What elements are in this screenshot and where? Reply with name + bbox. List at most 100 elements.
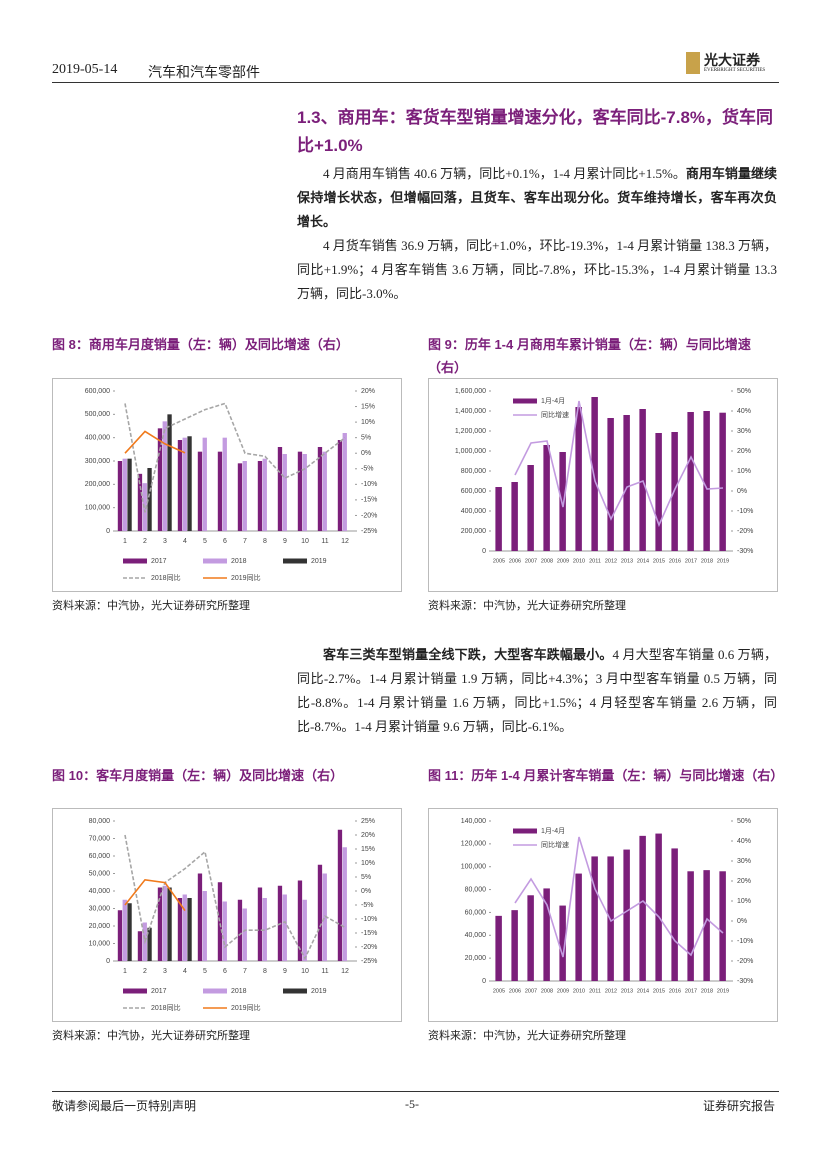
- x-tick-label: 2010: [573, 988, 585, 994]
- legend-label: 2017: [151, 988, 167, 995]
- bar: [137, 473, 143, 531]
- y2-tick-label: 50%: [737, 818, 751, 825]
- bar: [297, 880, 303, 961]
- x-tick-label: 2013: [621, 988, 633, 994]
- x-tick-label: 1: [123, 968, 127, 975]
- x-tick-label: 2017: [685, 558, 697, 564]
- y-tick-label: 140,000: [461, 818, 486, 825]
- bar: [655, 833, 662, 981]
- x-tick-label: 2005: [493, 988, 505, 994]
- bar: [719, 871, 726, 981]
- legend-swatch: [283, 988, 307, 994]
- chart: 0 10,000 20,000 30,000 40,000 50,000 60,000 70,…: [52, 808, 402, 1022]
- y2-tick-label: 50%: [737, 388, 751, 395]
- bar: [157, 428, 163, 531]
- bar: [257, 887, 263, 961]
- figure-caption: 图 8：商用车月度销量（左：辆）及同比增速（右）: [52, 337, 349, 352]
- y-tick-label: 1,000,000: [455, 448, 486, 455]
- y2-tick-label: -20%: [737, 528, 753, 535]
- x-tick-label: 7: [243, 968, 247, 975]
- bar: [277, 447, 283, 531]
- bar: [122, 458, 127, 531]
- y-tick-label: 0: [106, 958, 110, 965]
- bar: [337, 829, 343, 961]
- chart: 0 200,000 400,000 600,000 800,000 1,000,000 1,…: [428, 378, 778, 592]
- legend-label: 2019同比: [231, 573, 261, 582]
- bar: [282, 454, 287, 531]
- bar: [242, 908, 247, 961]
- bar: [527, 465, 534, 551]
- bar: [177, 440, 183, 531]
- y2-tick-label: -10%: [361, 916, 377, 923]
- x-tick-label: 2010: [573, 558, 585, 564]
- logo: 光大证券: [704, 54, 760, 69]
- bar: [147, 468, 152, 531]
- bar: [167, 887, 172, 961]
- bar: [575, 873, 582, 981]
- chart: 0 20,000 40,000 60,000 80,000 100,000 120,000 1…: [428, 808, 778, 1022]
- y-tick-label: 200,000: [461, 528, 486, 535]
- figure-caption: 图 11：历年 1-4 月累计客车销量（左：辆）与同比增速（右）: [428, 768, 784, 783]
- bar: [703, 870, 710, 981]
- y2-tick-label: -5%: [361, 466, 373, 473]
- bar: [703, 411, 710, 551]
- legend-swatch: [513, 828, 537, 834]
- bar: [182, 437, 187, 531]
- page-number: -5-: [405, 1097, 419, 1111]
- y-tick-label: 60,000: [89, 853, 111, 860]
- footer-label: 证券研究报告: [703, 1099, 776, 1113]
- bar: [302, 454, 307, 531]
- x-tick-label: 2019: [717, 988, 729, 994]
- bar: [157, 887, 163, 961]
- y2-tick-label: 15%: [361, 846, 375, 853]
- x-tick-label: 2006: [509, 558, 521, 564]
- y-tick-label: 80,000: [465, 886, 487, 893]
- x-tick-label: 2011: [589, 558, 601, 564]
- chart: 0 100,000 200,000 300,000 400,000 500,000 600,…: [52, 378, 402, 592]
- y2-tick-label: 0%: [737, 918, 747, 925]
- bar: [591, 397, 598, 551]
- bar: [719, 412, 726, 551]
- y2-tick-label: -25%: [361, 528, 377, 535]
- bar: [623, 849, 630, 981]
- y2-tick-label: 20%: [361, 832, 375, 839]
- bar: [117, 461, 123, 531]
- y2-tick-label: -5%: [361, 902, 373, 909]
- bar: [162, 885, 167, 961]
- x-tick-label: 8: [263, 968, 267, 975]
- y2-tick-label: 0%: [361, 888, 371, 895]
- y2-tick-label: -20%: [361, 944, 377, 951]
- bar: [495, 487, 502, 551]
- logo-en: EVERBRIGHT SECURITIES: [704, 68, 766, 73]
- legend-label: 2019: [311, 988, 327, 995]
- bar: [197, 451, 203, 531]
- bar: [342, 847, 347, 961]
- y2-tick-label: 10%: [361, 419, 375, 426]
- bar: [282, 894, 287, 961]
- bar: [257, 461, 263, 531]
- legend-swatch: [123, 558, 147, 564]
- legend-swatch: [203, 558, 227, 564]
- bar: [127, 903, 132, 961]
- x-tick-label: 9: [283, 538, 287, 545]
- bar: [687, 412, 694, 551]
- bar: [297, 451, 303, 531]
- y-tick-label: 1,600,000: [455, 388, 486, 395]
- bar: [237, 899, 243, 961]
- y-tick-label: 60,000: [465, 909, 487, 916]
- x-tick-label: 3: [163, 538, 167, 545]
- x-tick-label: 2015: [653, 558, 665, 564]
- bar: [122, 899, 127, 961]
- x-tick-label: 2009: [557, 558, 569, 564]
- y2-tick-label: 30%: [737, 858, 751, 865]
- y2-tick-label: -10%: [361, 481, 377, 488]
- bar: [639, 409, 646, 551]
- x-tick-label: 11: [321, 538, 328, 545]
- y-tick-label: 30,000: [89, 905, 111, 912]
- bar: [322, 873, 327, 961]
- legend-label: 同比增速: [541, 840, 569, 849]
- bar: [639, 835, 646, 981]
- x-tick-label: 5: [203, 968, 207, 975]
- bar: [222, 437, 227, 531]
